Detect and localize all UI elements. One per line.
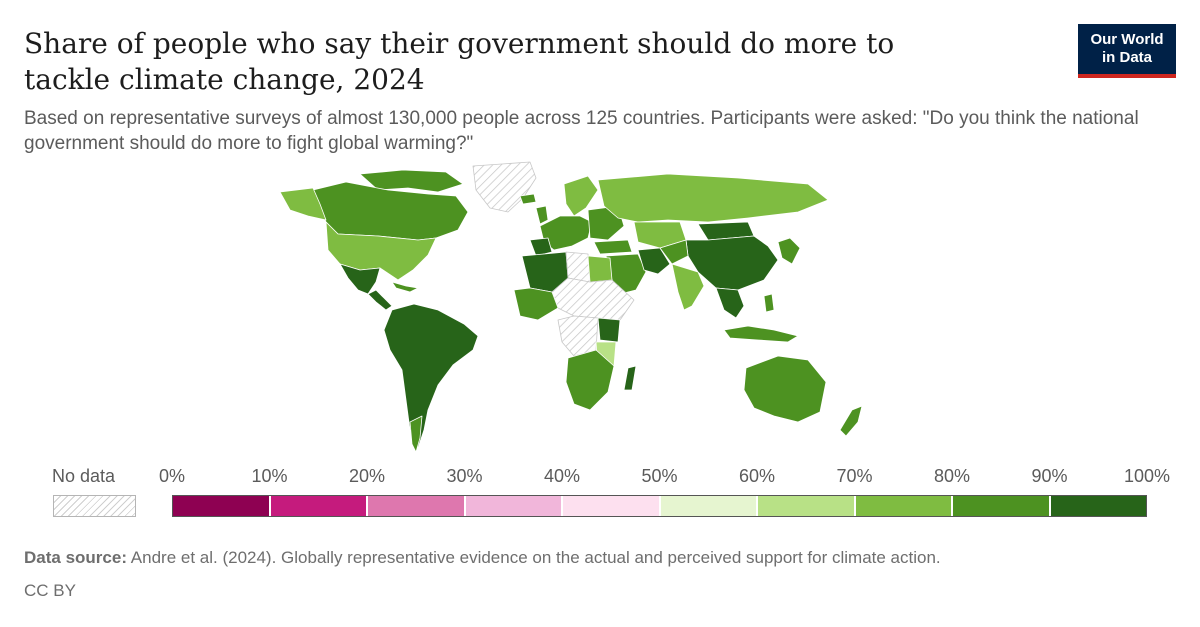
legend-no-data-swatch[interactable] [53, 495, 136, 517]
region-central-asia[interactable] [659, 239, 689, 265]
legend-bin[interactable] [659, 495, 757, 517]
world-map [279, 161, 863, 453]
region-india[interactable] [671, 263, 705, 311]
legend-no-data-label: No data [52, 466, 116, 486]
legend-tick-label: 20% [348, 466, 386, 486]
region-iran[interactable] [637, 247, 671, 275]
data-source-label: Data source: [24, 548, 127, 567]
region-indonesia[interactable] [723, 325, 799, 343]
region-new-zealand[interactable] [839, 405, 863, 437]
logo-line-1: Our World [1090, 31, 1164, 48]
region-china[interactable] [685, 235, 779, 291]
legend-tick-label: 10% [251, 466, 288, 486]
region-mexico[interactable] [339, 263, 381, 295]
region-kenya[interactable] [597, 317, 621, 343]
region-central-africa[interactable] [557, 315, 599, 357]
legend-tick-label: 60% [738, 466, 776, 486]
region-sahel-horn[interactable] [551, 277, 635, 321]
legend-tick-label: 0% [158, 466, 186, 486]
legend-tick-label: 30% [446, 466, 483, 486]
region-iceland[interactable] [519, 193, 537, 205]
region-libya[interactable] [565, 251, 591, 283]
chart-subtitle: Based on representative surveys of almos… [24, 108, 1139, 154]
legend-bin[interactable] [367, 495, 465, 517]
logo-line-2: in Data [1101, 49, 1152, 66]
legend-bin[interactable] [952, 495, 1050, 517]
owid-logo[interactable]: Our World in Data [1078, 24, 1176, 78]
data-source: Data source: Andre et al. (2024). Global… [24, 548, 941, 568]
data-source-text[interactable]: Andre et al. (2024). Globally representa… [130, 548, 941, 567]
legend-tick-label: 80% [933, 466, 971, 486]
region-west-africa[interactable] [513, 287, 559, 321]
region-caribbean[interactable] [391, 281, 419, 293]
region-alaska[interactable] [279, 187, 327, 221]
legend-bin[interactable] [854, 495, 952, 517]
legend-bin[interactable] [757, 495, 855, 517]
region-turkey[interactable] [593, 239, 633, 255]
region-southeast-asia[interactable] [715, 287, 745, 319]
region-patagonia[interactable] [409, 415, 423, 453]
region-south-america-north[interactable] [383, 303, 479, 449]
region-egypt[interactable] [587, 255, 613, 283]
region-southern-africa[interactable] [565, 349, 615, 411]
region-iberia[interactable] [529, 237, 553, 257]
region-canada[interactable] [312, 181, 469, 241]
legend-tick-label: 40% [543, 466, 581, 486]
chart-title: Share of people who say their government… [24, 27, 895, 96]
region-scandinavia[interactable] [563, 175, 599, 217]
region-australia[interactable] [743, 355, 827, 423]
legend-tick-label: 90% [1031, 466, 1068, 486]
legend-bin[interactable] [1049, 495, 1147, 517]
region-greenland[interactable] [472, 161, 537, 213]
region-russia[interactable] [597, 173, 829, 223]
legend-bin[interactable] [269, 495, 367, 517]
legend-tick-label: 50% [641, 466, 678, 486]
region-korea-japan[interactable] [777, 237, 801, 265]
legend-bin[interactable] [172, 495, 270, 517]
region-madagascar[interactable] [623, 365, 637, 391]
license[interactable]: CC BY [24, 581, 76, 600]
region-central-america[interactable] [367, 289, 393, 311]
legend-tick-label: 70% [836, 466, 873, 486]
legend-bin[interactable] [464, 495, 562, 517]
legend-bin[interactable] [562, 495, 660, 517]
legend-tick-label: 100% [1123, 466, 1171, 486]
region-philippines[interactable] [763, 293, 775, 313]
region-uk[interactable] [535, 205, 549, 225]
